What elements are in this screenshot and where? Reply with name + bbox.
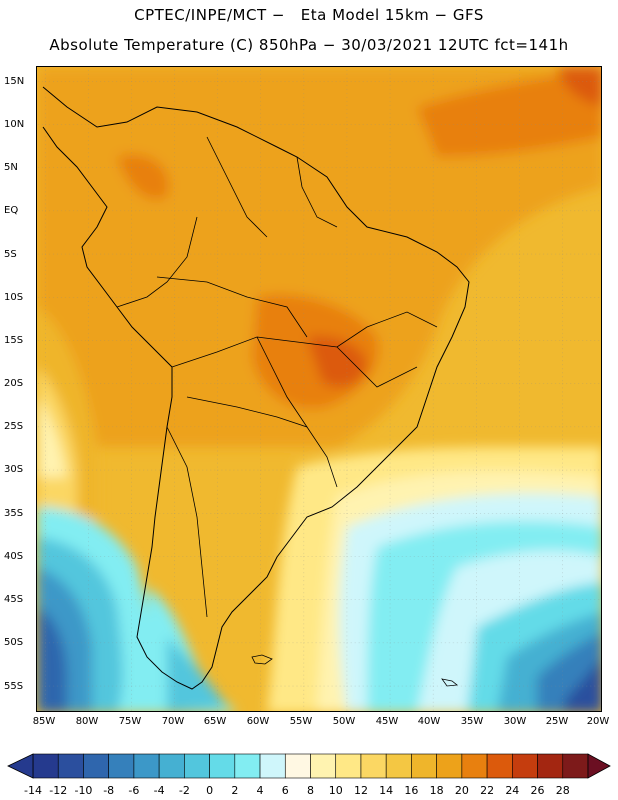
lon-label: 30W [503,716,527,727]
colorbar-label: 16 [404,784,419,797]
colorbar-cell [512,753,538,779]
lon-label: 80W [75,716,99,727]
colorbar-cell [537,753,564,779]
colorbar-cell [284,753,311,779]
lat-label: 15N [4,76,25,87]
colorbar-label: 14 [379,784,394,797]
lat-label: 55S [4,681,24,692]
lat-label: 30S [4,464,24,475]
map-subtitle: Absolute Temperature (C) 850hPa − 30/03/… [49,36,569,54]
colorbar-left-arrow [7,753,34,779]
colorbar-right-arrow [587,753,611,779]
colorbar-cell [83,753,109,779]
lon-label: 35W [460,716,484,727]
lon-label: 45W [375,716,399,727]
colorbar-label: 20 [454,784,469,797]
colorbar-cell [234,753,261,779]
lat-label: 40S [4,551,24,562]
south-america-outline [42,86,470,690]
lat-label: 25S [4,421,24,432]
colorbar-cell [486,753,513,779]
lon-label: 85W [32,716,56,727]
lon-label: 70W [161,716,185,727]
lat-label: EQ [4,205,19,216]
lon-label: 40W [417,716,441,727]
colorbar-cell [184,753,210,779]
colorbar-cell [436,753,463,779]
colorbar-label: 10 [328,784,343,797]
colorbar-label: -12 [49,784,68,797]
colorbar-label: -6 [128,784,140,797]
lon-label: 20W [586,716,610,727]
color-scale-bar [7,753,611,779]
colorbar-cell [209,753,236,779]
colorbar-label: 22 [480,784,495,797]
colorbar-label: 8 [307,784,314,797]
colorbar-cell [461,753,488,779]
lon-label: 75W [118,716,142,727]
colorbar-label: 28 [555,784,570,797]
colorbar-label: -2 [178,784,190,797]
map-title: CPTEC/INPE/MCT − Eta Model 15km − GFS [134,6,484,24]
lat-label: 45S [4,594,24,605]
lon-label: 60W [246,716,270,727]
colorbar-cell [32,753,59,779]
colorbar-cell [385,753,412,779]
lon-label: 25W [545,716,569,727]
lat-label: 10S [4,292,24,303]
colorbar-cell [108,753,135,779]
colorbar-label: -10 [74,784,93,797]
colorbar-cell [562,753,589,779]
colorbar-cell [335,753,362,779]
lat-label: 10N [4,119,25,130]
colorbar-label: 6 [281,784,289,797]
colorbar-label: 2 [231,784,239,797]
colorbar-label: -14 [24,784,42,797]
lat-label: 15S [4,335,24,346]
colorbar-cell [57,753,84,779]
temperature-map [36,66,602,712]
colorbar-cell [310,753,337,779]
colorbar-label: 26 [530,784,545,797]
colorbar-label: 24 [505,784,520,797]
lat-label: 5N [4,162,18,173]
colorbar-label: 18 [429,784,444,797]
lat-label: 35S [4,508,24,519]
colorbar-label: -4 [153,784,165,797]
lon-label: 55W [289,716,313,727]
colorbar-label: 0 [206,784,214,797]
colorbar-cell [133,753,160,779]
lat-label: 5S [4,249,17,260]
lon-label: 65W [203,716,227,727]
lon-label: 50W [332,716,356,727]
lat-label: 50S [4,637,24,648]
colorbar-label: 4 [256,784,264,797]
colorbar-label: 12 [353,784,368,797]
colorbar-label: -8 [103,784,115,797]
colorbar-cell [259,753,286,779]
colorbar-cell [411,753,437,779]
lat-lon-grid [37,67,601,711]
colorbar-cell [360,753,387,779]
colorbar-cell [158,753,185,779]
lat-label: 20S [4,378,24,389]
